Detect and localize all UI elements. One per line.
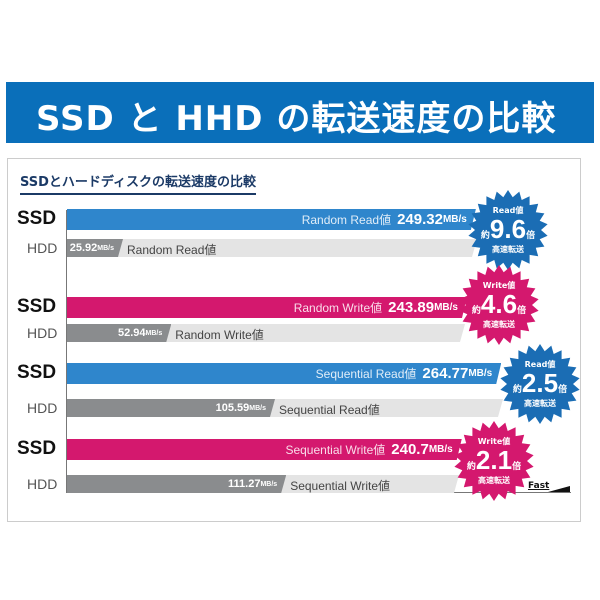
badge-suffix: 倍 [512,461,522,471]
speed-ratio-badge: Write値 約2.1倍 高速転送 [454,421,534,501]
ssd-label: SSD [17,208,57,229]
badge-top-label: Write値 [477,437,511,446]
badge-top-label: Write値 [482,281,516,290]
badge-suffix: 倍 [558,384,568,394]
badge-prefix: 約 [512,384,522,394]
hdd-bar: 52.94 MB/s [67,324,171,342]
hdd-bar-unit: MB/s [97,244,114,252]
hdd-label: HDD [27,476,58,492]
ssd-bar: Sequential Read値 264.77 MB/s [67,363,501,384]
badge-prefix: 約 [466,461,476,471]
hdd-bar-name: Sequential Write値 [290,479,391,493]
ssd-label: SSD [17,296,57,317]
fast-label: Fast [528,481,550,491]
badge-suffix: 倍 [517,305,527,315]
badge-top-label: Read値 [492,206,524,215]
hdd-label: HDD [27,400,58,416]
hdd-bar-unit: MB/s [260,480,278,488]
badge-bottom-label: 高速転送 [524,399,556,408]
ssd-bar-name: Sequential Read値 [315,367,417,381]
ssd-bar-unit: MB/s [434,302,458,313]
fast-arrow-icon [548,486,570,492]
ssd-bar-value: 240.7 [391,441,429,458]
chart-subtitle: SSDとハードディスクの転送速度の比較 [20,171,257,195]
ssd-bar: Random Write値 243.89 MB/s [67,297,467,318]
ssd-bar-value: 264.77 [422,365,469,382]
banner-title: SSD と HHD の転送速度の比較 [36,99,557,139]
badge-ratio: 約4.6倍 [459,289,539,320]
title-banner: SSD と HHD の転送速度の比較 [6,82,594,143]
y-axis-line [66,210,67,493]
ssd-bar-name: Sequential Write値 [285,443,386,457]
speed-ratio-badge: Read値 約2.5倍 高速転送 [500,344,580,424]
hdd-bar-unit: MB/s [249,404,266,412]
ssd-bar-value: 243.89 [388,299,435,316]
hdd-bar-unit: MB/s [145,329,163,337]
badge-bottom-label: 高速転送 [478,476,510,485]
hdd-label: HDD [27,325,58,341]
ssd-bar-unit: MB/s [428,444,453,455]
hdd-bar-name: Random Write値 [175,328,264,342]
badge-bottom-label: 高速転送 [492,245,524,254]
hdd-bar: 111.27 MB/s [67,475,286,493]
badge-prefix: 約 [480,230,490,240]
hdd-bar-value: 105.59 [215,402,250,414]
badge-ratio-value: 2.1 [475,445,513,475]
hdd-bar-track [67,239,477,257]
ssd-bar: Random Read値 249.32 MB/s [67,209,476,230]
badge-bottom-label: 高速転送 [483,320,515,329]
ssd-bar-unit: MB/s [442,214,467,225]
ssd-bar-name: Random Read値 [301,213,392,227]
speed-ratio-badge: Write値 約4.6倍 高速転送 [459,265,539,345]
badge-ratio-value: 9.6 [489,214,527,244]
badge-ratio: 約9.6倍 [468,214,548,245]
ssd-bar-unit: MB/s [468,368,493,379]
hdd-bar-value: 111.27 [228,478,261,490]
speed-ratio-badge: Read値 約9.6倍 高速転送 [468,190,548,270]
hdd-label: HDD [27,240,58,256]
badge-ratio: 約2.5倍 [500,368,580,399]
badge-ratio-value: 2.5 [521,368,559,398]
hdd-bar-name: Random Read値 [127,243,217,257]
badge-prefix: 約 [471,305,481,315]
ssd-bar-value: 249.32 [397,211,443,228]
ssd-label: SSD [17,362,57,383]
hdd-bar-value: 52.94 [118,327,146,339]
hdd-bar-value: 25.92 [69,242,98,254]
ssd-bar-name: Random Write値 [293,301,383,315]
hdd-bar: 105.59 MB/s [67,399,275,417]
badge-top-label: Read値 [524,360,556,369]
badge-suffix: 倍 [526,230,536,240]
badge-ratio-value: 4.6 [480,289,518,319]
hdd-bar-name: Sequential Read値 [279,403,380,417]
badge-ratio: 約2.1倍 [454,445,534,476]
hdd-bar: 25.92 MB/s [67,239,123,257]
ssd-bar: Sequential Write値 240.7 MB/s [67,439,462,460]
ssd-label: SSD [17,438,57,459]
